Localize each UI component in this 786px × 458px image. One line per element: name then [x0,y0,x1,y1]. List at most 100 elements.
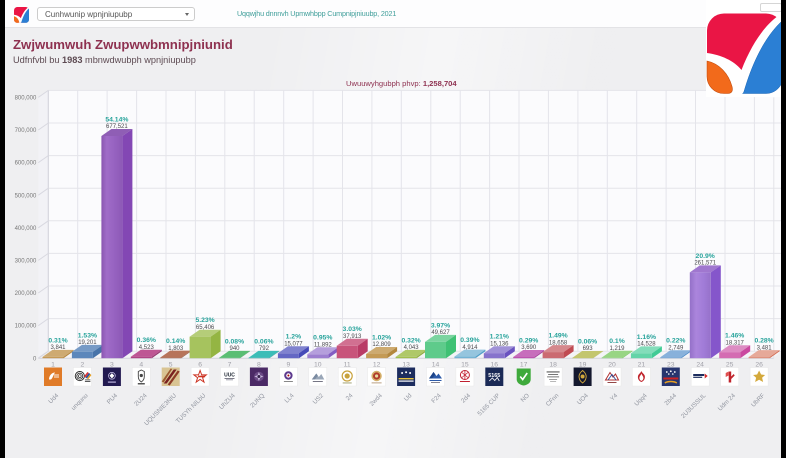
svg-text:49,627: 49,627 [431,330,450,336]
svg-text:2,749: 2,749 [668,346,684,352]
svg-text:37,913: 37,913 [343,334,362,340]
svg-text:4,043: 4,043 [404,345,420,351]
svg-text:11,892: 11,892 [314,343,333,349]
svg-text:2UNQ: 2UNQ [249,392,266,409]
svg-text:CFnn: CFnn [545,392,561,408]
svg-text:21: 21 [638,362,646,369]
svg-text:13: 13 [402,362,410,369]
svg-text:1.49%: 1.49% [548,333,567,340]
svg-text:0.31%: 0.31% [48,337,67,344]
svg-text:2d4: 2d4 [460,392,473,405]
svg-text:700,000: 700,000 [15,128,37,134]
svg-text:17: 17 [520,362,528,369]
svg-text:LL4: LL4 [283,392,296,405]
svg-text:PU4: PU4 [106,392,120,406]
svg-text:200,000: 200,000 [15,291,37,297]
svg-text:1.2%: 1.2% [286,334,302,341]
svg-text:7: 7 [228,362,232,369]
svg-text:25: 25 [726,362,734,369]
svg-text:2wd4: 2wd4 [368,392,384,408]
svg-text:1,803: 1,803 [168,346,184,352]
svg-text:261,571: 261,571 [694,261,716,267]
svg-text:12,809: 12,809 [372,342,391,348]
svg-text:500,000: 500,000 [15,193,37,199]
svg-text:3,841: 3,841 [50,345,66,351]
svg-text:1.02%: 1.02% [372,334,391,341]
svg-text:0: 0 [33,356,37,362]
svg-text:3,481: 3,481 [757,345,773,351]
svg-text:1: 1 [51,362,55,369]
svg-text:9: 9 [287,362,291,369]
svg-text:1.16%: 1.16% [637,334,656,341]
svg-text:UhZU4: UhZU4 [218,392,237,411]
svg-text:3.03%: 3.03% [343,326,362,333]
svg-text:2b44: 2b44 [663,392,678,407]
svg-text:792: 792 [259,346,270,352]
svg-text:0.28%: 0.28% [754,338,773,345]
svg-text:24: 24 [696,362,704,369]
svg-text:4,523: 4,523 [139,345,155,351]
svg-text:1.21%: 1.21% [490,334,509,341]
svg-text:5165 CUP: 5165 CUP [476,392,501,417]
svg-text:5165: 5165 [488,373,500,379]
svg-text:23: 23 [667,362,675,369]
svg-text:0.29%: 0.29% [519,337,538,344]
svg-text:20: 20 [608,362,616,369]
svg-text:0.1%: 0.1% [609,338,625,345]
svg-text:0.14%: 0.14% [166,338,185,345]
svg-text:Uqq4: Uqq4 [633,392,649,408]
svg-text:14,528: 14,528 [637,342,656,348]
svg-text:TUSYh NILbU: TUSYh NILbU [175,392,208,425]
svg-text:8: 8 [257,362,261,369]
svg-text:0.06%: 0.06% [578,338,597,345]
svg-text:Ud: Ud [403,392,414,403]
svg-text:1.46%: 1.46% [725,333,744,340]
svg-text:F24: F24 [430,392,443,405]
svg-text:0.32%: 0.32% [401,337,420,344]
svg-text:1,219: 1,219 [609,346,625,352]
svg-text:10: 10 [314,362,322,369]
svg-text:0.95%: 0.95% [313,335,332,342]
svg-text:0.22%: 0.22% [666,338,685,345]
svg-text:Ud4: Ud4 [47,392,60,405]
svg-text:3,690: 3,690 [521,345,537,351]
svg-text:6: 6 [198,362,202,369]
svg-text:NO: NO [519,392,531,404]
svg-text:693: 693 [583,346,594,352]
svg-text:0.08%: 0.08% [225,338,244,345]
svg-text:UbRF: UbRF [750,392,767,409]
svg-text:2U3USSUL: 2U3USSUL [680,392,708,420]
svg-text:54.14%: 54.14% [105,116,128,123]
svg-text:3.97%: 3.97% [431,322,450,329]
svg-text:Udm 24: Udm 24 [717,392,738,413]
svg-text:11: 11 [344,362,351,369]
svg-text:65,406: 65,406 [196,325,215,331]
svg-text:1.53%: 1.53% [78,332,97,339]
svg-text:15: 15 [461,362,469,369]
svg-text:400,000: 400,000 [15,226,37,232]
svg-text:5: 5 [169,362,173,369]
svg-text:18,658: 18,658 [549,340,568,346]
svg-text:5.23%: 5.23% [195,317,214,324]
svg-text:4: 4 [139,362,143,369]
svg-text:Y4: Y4 [609,392,620,403]
svg-text:0.36%: 0.36% [137,337,156,344]
svg-text:UUC: UUC [224,373,235,379]
svg-text:US2: US2 [312,392,326,406]
svg-text:UO4: UO4 [576,392,590,406]
svg-text:19,201: 19,201 [78,340,97,346]
svg-text:15,136: 15,136 [490,341,509,347]
svg-text:677,521: 677,521 [106,124,128,130]
svg-text:3: 3 [110,362,114,369]
svg-text:12: 12 [373,362,381,369]
svg-text:24: 24 [345,392,355,402]
svg-text:20.9%: 20.9% [696,253,715,260]
svg-text:940: 940 [229,346,240,352]
svg-text:18: 18 [549,362,557,369]
svg-text:2U24: 2U24 [133,392,149,408]
svg-text:600,000: 600,000 [15,161,37,167]
svg-text:16: 16 [491,362,499,369]
svg-text:800,000: 800,000 [15,96,37,102]
svg-text:18,317: 18,317 [726,340,745,346]
svg-text:14: 14 [432,362,440,369]
